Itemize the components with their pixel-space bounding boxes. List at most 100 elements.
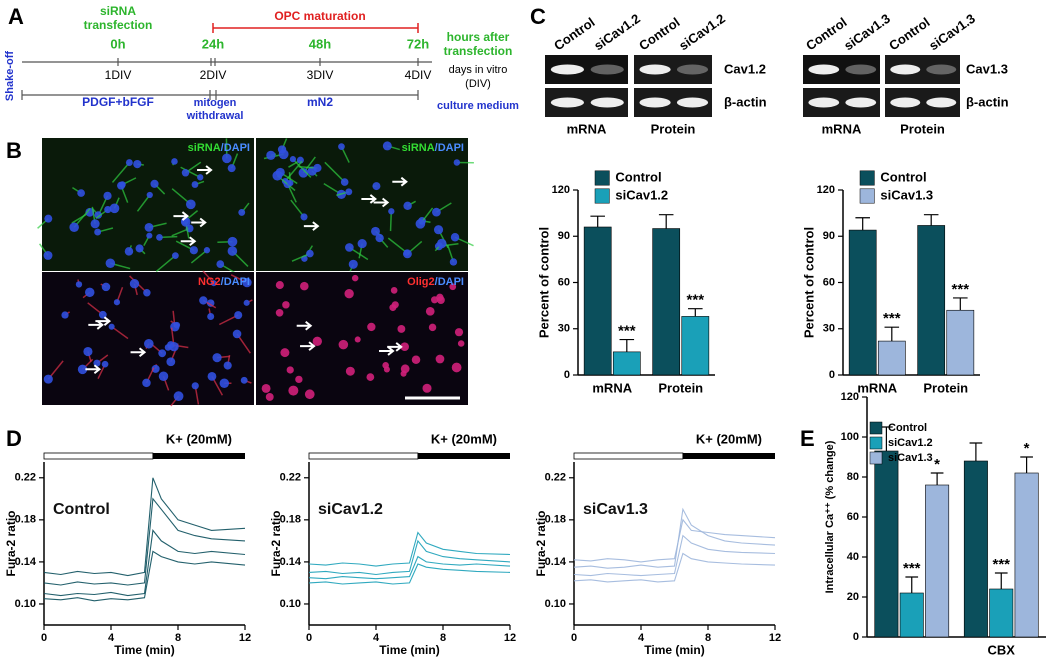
cell <box>77 364 88 375</box>
cell <box>227 246 238 256</box>
cell <box>389 304 397 312</box>
process <box>387 237 408 254</box>
cell <box>156 233 163 241</box>
cell <box>402 249 412 259</box>
days-caption: (DIV) <box>465 78 491 90</box>
cell <box>77 189 85 197</box>
x-axis-label: Time (min) <box>644 643 704 657</box>
stain-label: siRNA/DAPI <box>402 142 464 154</box>
band <box>639 64 671 75</box>
cell <box>94 211 103 219</box>
y-tick-label: 0.10 <box>15 598 36 610</box>
cell <box>150 179 159 188</box>
y-axis-label: Percent of control <box>801 227 816 338</box>
cell <box>397 325 406 333</box>
bar <box>612 351 641 376</box>
y-axis-label: Fura-2 ratio <box>269 510 283 576</box>
y-tick-label: 120 <box>817 184 835 196</box>
cell <box>43 250 53 260</box>
y-axis-label: Percent of control <box>536 227 551 338</box>
cell <box>166 357 176 367</box>
y-tick-label: 0 <box>853 631 859 643</box>
x-tick-label: 4 <box>108 632 115 644</box>
cell <box>234 311 243 320</box>
cell <box>312 336 322 347</box>
legend-label: siCav1.2 <box>888 437 933 449</box>
cell <box>173 391 184 402</box>
significance: * <box>1024 440 1030 457</box>
chart-title: Control <box>53 501 110 518</box>
x-tick-label: 0 <box>571 632 577 644</box>
cell <box>101 282 111 292</box>
cell <box>109 203 120 214</box>
x-tick-label: 8 <box>440 632 446 644</box>
cell <box>44 214 53 223</box>
timeline <box>21 58 432 100</box>
y-tick-label: 0.14 <box>280 556 302 568</box>
stain-part: /DAPI <box>221 142 250 154</box>
band <box>845 64 877 75</box>
cell <box>169 341 179 352</box>
x-tick-label: mRNA <box>592 380 632 395</box>
y-tick-label: 0.14 <box>15 556 37 568</box>
cell <box>451 362 462 373</box>
cell <box>124 247 134 256</box>
stain-part: /DAPI <box>221 276 250 288</box>
arrow <box>95 316 111 326</box>
row-label: Cav1.3 <box>966 61 1008 76</box>
x-tick-label: Protein <box>923 380 968 395</box>
cell <box>203 247 211 254</box>
legend-swatch <box>869 421 883 435</box>
cell <box>338 143 345 150</box>
cell <box>227 236 238 247</box>
cell <box>103 191 112 200</box>
x-tick-label: mRNA <box>857 380 897 395</box>
cell <box>84 287 95 298</box>
arrow <box>303 221 320 231</box>
y-tick-label: 60 <box>847 511 859 523</box>
legend-swatch <box>869 451 883 465</box>
cell <box>240 376 248 384</box>
legend-swatch <box>859 170 875 186</box>
bar <box>917 225 946 376</box>
group-label: mRNA <box>567 121 607 136</box>
cell <box>382 362 389 369</box>
cell <box>436 296 445 305</box>
x-tick-label: 8 <box>705 632 711 644</box>
stimulus-label: K+ (20mM) <box>696 431 762 446</box>
chart-title: siCav1.3 <box>583 501 648 518</box>
arrow <box>300 341 316 351</box>
x-axis-label: Time (min) <box>114 643 174 657</box>
cell <box>295 375 303 384</box>
band <box>890 64 921 75</box>
significance: *** <box>618 323 636 340</box>
panel-label: D <box>6 426 22 451</box>
cell <box>449 283 457 291</box>
cell <box>172 252 179 259</box>
cell <box>197 174 204 181</box>
cell <box>345 243 354 252</box>
chart-title: siCav1.2 <box>318 501 383 518</box>
trace <box>573 518 776 563</box>
y-tick-label: 0 <box>564 369 570 381</box>
error-bar <box>619 338 635 352</box>
trace <box>308 539 511 576</box>
error-bar <box>688 308 703 317</box>
cell <box>400 342 409 351</box>
cell <box>242 277 252 288</box>
process <box>292 158 312 178</box>
cell <box>75 281 83 288</box>
error-bar <box>923 214 939 226</box>
bar <box>681 316 710 376</box>
cell <box>454 328 464 337</box>
cell <box>133 159 142 169</box>
transfection-label: siRNA <box>100 4 136 18</box>
x-tick-label: 4 <box>373 632 380 644</box>
stimulus-bar <box>152 453 245 459</box>
error-bar <box>658 214 674 229</box>
x-tick-label: 0 <box>306 632 312 644</box>
x-axis-label: Time (min) <box>379 643 439 657</box>
arrow <box>88 320 104 330</box>
arrow <box>379 346 395 356</box>
